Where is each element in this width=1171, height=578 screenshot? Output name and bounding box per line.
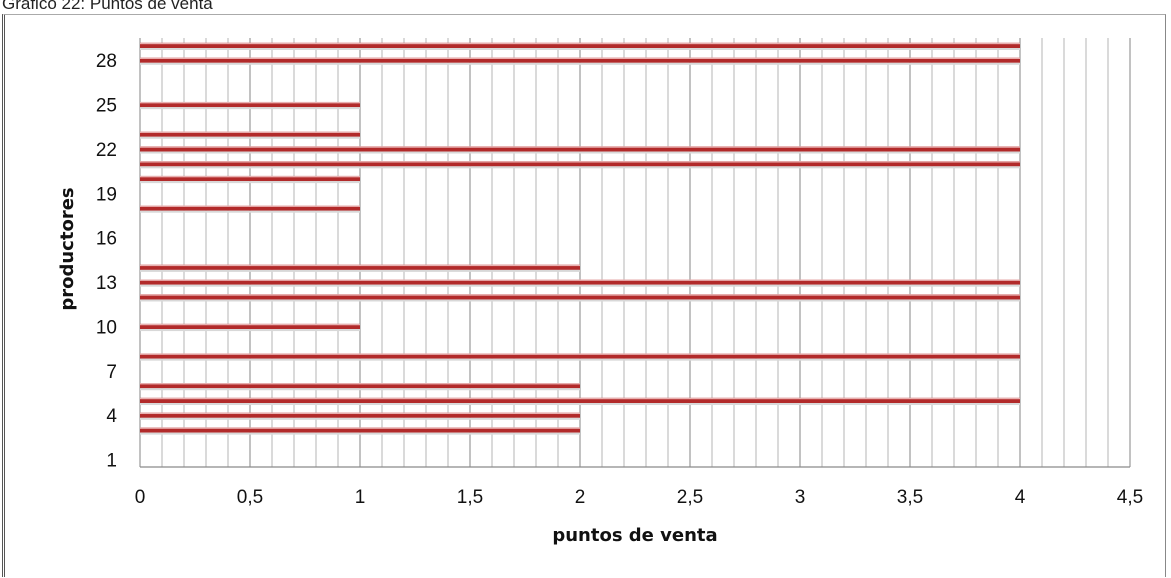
y-tick-label: 19 bbox=[96, 184, 117, 205]
bar bbox=[140, 146, 1020, 154]
y-tick-label: 1 bbox=[106, 451, 117, 472]
y-tick-label: 10 bbox=[96, 317, 117, 338]
y-tick-label: 22 bbox=[96, 140, 117, 161]
chart-frame bbox=[2, 14, 1166, 577]
bar bbox=[140, 175, 360, 184]
x-tick-label: 2 bbox=[575, 487, 586, 508]
y-tick-label: 28 bbox=[96, 51, 117, 72]
figure-caption: Gráfico 22: Puntos de venta bbox=[2, 0, 213, 13]
x-tick-label: 4 bbox=[1015, 487, 1026, 508]
bar bbox=[140, 412, 580, 420]
x-tick-label: 3,5 bbox=[897, 487, 923, 508]
bar bbox=[140, 264, 580, 272]
gridlines bbox=[139, 38, 1131, 468]
y-axis-title: productores bbox=[57, 187, 78, 310]
bar bbox=[140, 279, 1020, 287]
bar bbox=[140, 131, 360, 139]
x-tick-labels: 0 0,5 1 1,5 2 2,5 3 3,5 4 4,5 bbox=[135, 487, 1144, 508]
y-tick-label: 7 bbox=[106, 362, 117, 383]
bar bbox=[140, 383, 580, 391]
x-tick-label: 1,5 bbox=[457, 487, 483, 508]
bar bbox=[140, 397, 1020, 406]
x-axis-title: puntos de venta bbox=[552, 525, 717, 546]
x-tick-label: 4,5 bbox=[1117, 487, 1143, 508]
bar bbox=[140, 353, 1020, 361]
y-tick-label: 16 bbox=[96, 229, 117, 250]
y-tick-label: 25 bbox=[96, 96, 117, 117]
bar bbox=[140, 205, 360, 213]
y-tick-label: 13 bbox=[96, 273, 117, 294]
bar bbox=[140, 323, 360, 332]
y-tick-labels: 1 4 7 10 13 16 19 22 25 28 bbox=[96, 51, 118, 471]
x-tick-label: 2,5 bbox=[677, 487, 703, 508]
x-tick-label: 0,5 bbox=[237, 487, 263, 508]
bar bbox=[140, 101, 360, 110]
x-tick-label: 3 bbox=[795, 487, 806, 508]
y-tick-label: 4 bbox=[106, 406, 117, 427]
bar bbox=[140, 427, 580, 435]
bar bbox=[140, 161, 1020, 169]
x-tick-label: 1 bbox=[355, 487, 366, 508]
bar bbox=[140, 57, 1020, 65]
bars bbox=[140, 42, 1020, 435]
bar bbox=[140, 42, 1020, 50]
x-tick-label: 0 bbox=[135, 487, 146, 508]
bar bbox=[140, 294, 1020, 302]
